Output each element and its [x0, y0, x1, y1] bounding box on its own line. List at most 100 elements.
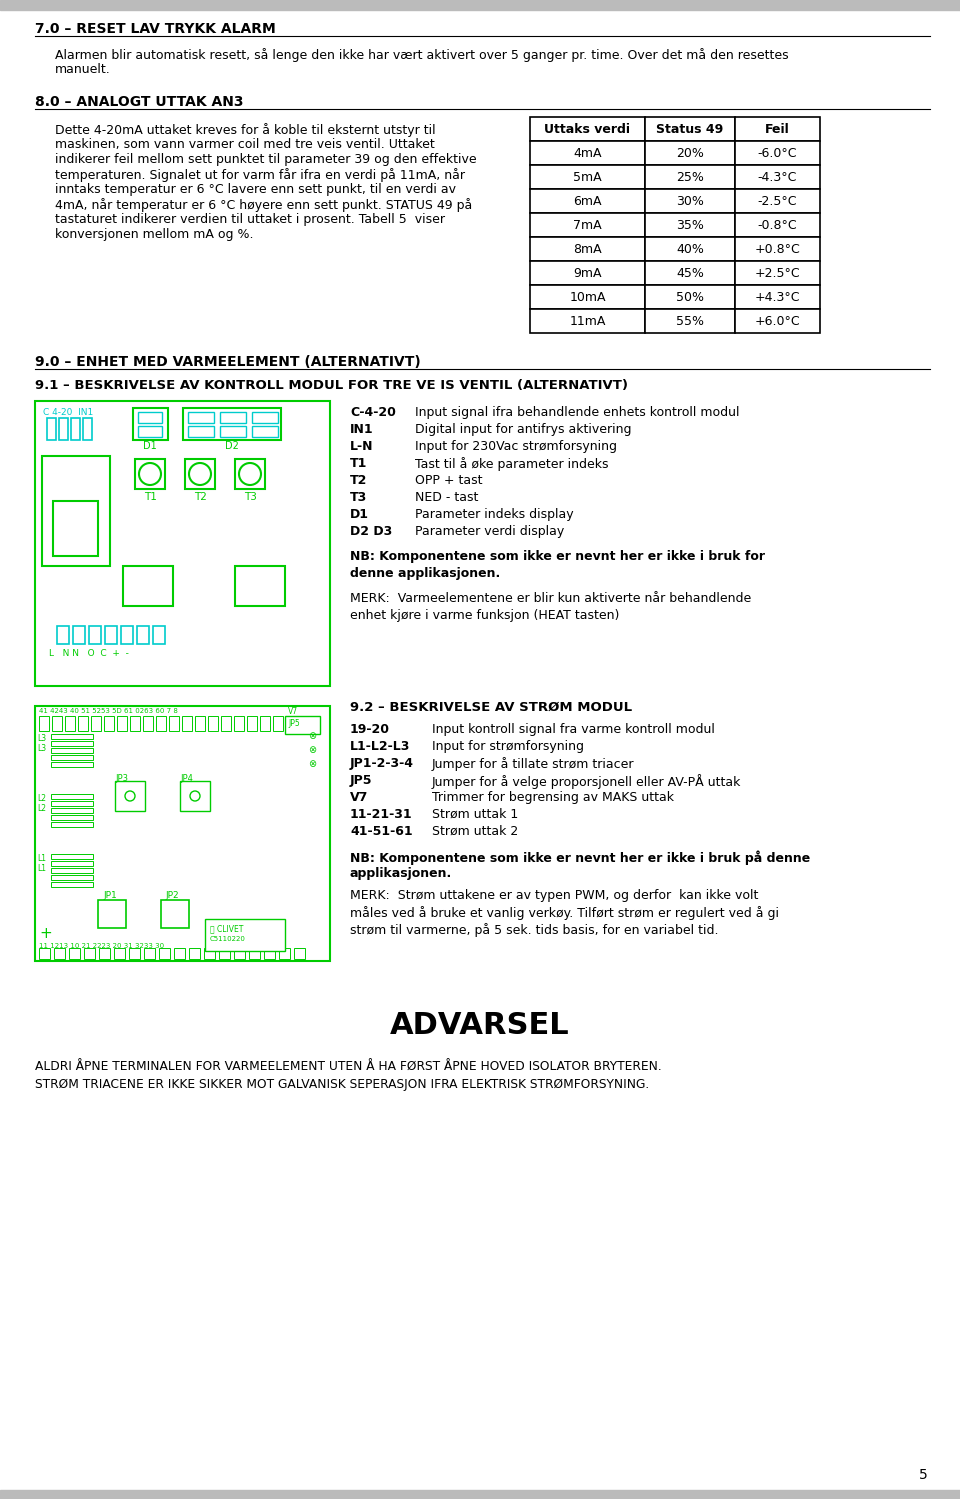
Text: L2: L2	[37, 794, 46, 803]
Circle shape	[139, 463, 161, 486]
Text: MERK:  Varmeelementene er blir kun aktiverte når behandlende: MERK: Varmeelementene er blir kun aktive…	[350, 592, 752, 606]
Text: 5: 5	[920, 1468, 928, 1483]
Bar	[52, 717, 62, 732]
Text: MERK:  Strøm uttakene er av typen PWM, og derfor  kan ikke volt: MERK: Strøm uttakene er av typen PWM, og…	[350, 889, 758, 902]
Bar	[51, 794, 93, 799]
Bar	[71, 418, 80, 441]
Text: 25%: 25%	[676, 171, 704, 183]
Text: +: +	[39, 926, 52, 941]
Text: JP4: JP4	[180, 773, 193, 782]
Bar	[735, 213, 820, 237]
Text: 50%: 50%	[676, 291, 704, 303]
Text: temperaturen. Signalet ut for varm får ifra en verdi på 11mA, når: temperaturen. Signalet ut for varm får i…	[55, 168, 465, 181]
Bar	[735, 285, 820, 309]
Text: OPP + tast: OPP + tast	[415, 474, 483, 487]
Text: ADVARSEL: ADVARSEL	[390, 1010, 570, 1040]
Text: -6.0°C: -6.0°C	[757, 147, 797, 159]
Text: Uttaks verdi: Uttaks verdi	[544, 123, 631, 135]
Text: Jumper for å velge proporsjonell eller AV-PÅ uttak: Jumper for å velge proporsjonell eller A…	[432, 773, 741, 788]
Bar	[180, 781, 210, 811]
Text: L1-L2-L3: L1-L2-L3	[350, 741, 410, 752]
Text: enhet kjøre i varme funksjon (HEAT tasten): enhet kjøre i varme funksjon (HEAT taste…	[350, 609, 619, 622]
Bar	[144, 947, 155, 959]
Bar	[735, 261, 820, 285]
Text: Strøm uttak 2: Strøm uttak 2	[432, 824, 518, 838]
Circle shape	[190, 791, 200, 800]
Bar	[51, 741, 93, 747]
Text: T3: T3	[244, 492, 256, 502]
Bar	[51, 875, 93, 880]
Text: 19-20: 19-20	[350, 723, 390, 736]
Bar	[65, 717, 75, 732]
Bar	[645, 237, 735, 261]
Text: 9.1 – BESKRIVELSE AV KONTROLL MODUL FOR TRE VE IS VENTIL (ALTERNATIVT): 9.1 – BESKRIVELSE AV KONTROLL MODUL FOR …	[35, 379, 628, 393]
Bar	[286, 717, 296, 732]
Bar	[137, 627, 149, 645]
Circle shape	[239, 463, 261, 486]
Text: -4.3°C: -4.3°C	[757, 171, 797, 183]
Text: strøm til varmerne, på 5 sek. tids basis, for en variabel tid.: strøm til varmerne, på 5 sek. tids basis…	[350, 923, 718, 937]
Text: C5110220: C5110220	[210, 935, 246, 941]
Bar	[273, 717, 283, 732]
Bar	[530, 285, 645, 309]
Bar	[159, 947, 170, 959]
Text: V7: V7	[288, 708, 299, 717]
Bar	[54, 947, 65, 959]
Bar	[235, 459, 265, 489]
Bar	[234, 947, 245, 959]
Bar	[104, 717, 114, 732]
Text: JP1-2-3-4: JP1-2-3-4	[350, 757, 414, 770]
Bar	[645, 165, 735, 189]
Text: Input signal ifra behandlende enhets kontroll modul: Input signal ifra behandlende enhets kon…	[415, 406, 739, 420]
Text: ⊗: ⊗	[308, 732, 316, 741]
Text: C 4-20  IN1: C 4-20 IN1	[43, 408, 93, 417]
Bar	[57, 627, 69, 645]
Bar	[235, 567, 285, 606]
Text: Alarmen blir automatisk resett, så lenge den ikke har vært aktivert over 5 gange: Alarmen blir automatisk resett, så lenge…	[55, 48, 788, 61]
Bar	[645, 189, 735, 213]
Text: +6.0°C: +6.0°C	[755, 315, 801, 327]
Text: 41 4243 40 51 5253 5D 61 0263 60 7 8: 41 4243 40 51 5253 5D 61 0263 60 7 8	[39, 708, 178, 714]
Text: +4.3°C: +4.3°C	[755, 291, 801, 303]
Bar	[189, 947, 200, 959]
Bar	[252, 412, 278, 423]
Bar	[294, 947, 305, 959]
Text: Strøm uttak 1: Strøm uttak 1	[432, 808, 518, 821]
Bar	[51, 860, 93, 866]
Text: T1: T1	[144, 492, 156, 502]
Text: D2 D3: D2 D3	[350, 525, 393, 538]
Text: D2: D2	[225, 441, 239, 451]
Text: Parameter verdi display: Parameter verdi display	[415, 525, 564, 538]
Text: 11mA: 11mA	[569, 315, 606, 327]
Bar	[53, 501, 98, 556]
Bar	[204, 947, 215, 959]
Bar	[35, 706, 330, 961]
Text: indikerer feil mellom sett punktet til parameter 39 og den effektive: indikerer feil mellom sett punktet til p…	[55, 153, 476, 166]
Text: V7: V7	[350, 791, 369, 803]
Bar	[221, 717, 231, 732]
Bar	[89, 627, 101, 645]
Text: JP1: JP1	[103, 890, 117, 899]
Bar	[69, 947, 80, 959]
Bar	[645, 141, 735, 165]
Bar	[59, 418, 68, 441]
Bar	[51, 821, 93, 827]
Bar	[138, 412, 162, 423]
Text: 6mA: 6mA	[573, 195, 602, 207]
Text: 9.0 – ENHET MED VARMEELEMENT (ALTERNATIVT): 9.0 – ENHET MED VARMEELEMENT (ALTERNATIV…	[35, 355, 420, 369]
Bar	[51, 735, 93, 739]
Bar	[39, 717, 49, 732]
Text: 4mA: 4mA	[573, 147, 602, 159]
Bar	[530, 213, 645, 237]
Text: -2.5°C: -2.5°C	[757, 195, 797, 207]
Bar	[47, 418, 56, 441]
Bar	[234, 717, 244, 732]
Text: Jumper for å tillate strøm triacer: Jumper for å tillate strøm triacer	[432, 757, 635, 770]
Bar	[39, 947, 50, 959]
Text: STRØM TRIACENE ER IKKE SIKKER MOT GALVANISK SEPERASJON IFRA ELEKTRISK STRØMFORSY: STRØM TRIACENE ER IKKE SIKKER MOT GALVAN…	[35, 1078, 649, 1091]
Bar	[645, 261, 735, 285]
Bar	[645, 309, 735, 333]
Bar	[78, 717, 88, 732]
Bar	[530, 141, 645, 165]
Text: JP2: JP2	[165, 890, 179, 899]
